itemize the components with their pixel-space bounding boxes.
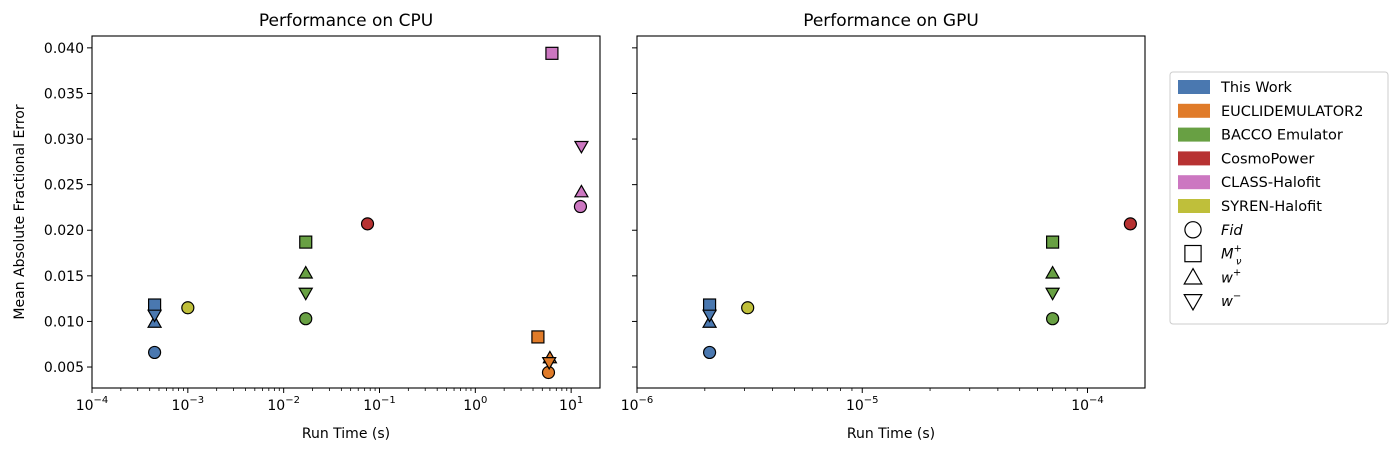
legend-marker-square [1184,244,1202,263]
cpu-x-tick-label: 101 [559,395,583,414]
cpu-y-tick-label: 0.020 [44,223,84,239]
gpu-point-bacco-emulator-triangle-up [1045,265,1061,279]
legend-swatch-bacco-emulator [1178,127,1210,142]
cpu-y-axis-label: Mean Absolute Fractional Error [12,104,28,319]
cpu-point-bacco-emulator-triangle-down [298,287,314,301]
cpu-x-tick-label: 10−4 [76,395,109,414]
gpu-x-tick-label: 10−5 [846,395,879,414]
cpu-axes-frame [91,35,601,389]
legend-marker-label: w− [1221,291,1241,310]
gpu-point-cosmopower-circle [1123,217,1137,231]
cpu-point-class-halofit-circle [573,199,588,214]
legend-marker-triangle-up [1183,267,1203,285]
cpu-y-tick-label: 0.035 [44,86,84,102]
legend-swatch-syren-halofit [1178,199,1210,213]
cpu-point-euclidemulator2-square [531,330,545,344]
cpu-point-this-work-square [147,298,162,312]
gpu-x-tick-label: 10−4 [1071,395,1104,414]
cpu-x-tick-label: 100 [463,395,487,414]
legend-marker-label: Fid [1221,223,1243,239]
cpu-point-syren-halofit-circle [181,301,195,315]
legend-frame [1169,71,1389,325]
gpu-x-tick-label: 10−6 [621,395,654,414]
cpu-point-cosmopower-circle [360,217,375,231]
cpu-point-class-halofit-triangle-down [573,140,589,155]
gpu-point-bacco-emulator-triangle-down [1045,287,1061,301]
gpu-point-this-work-square [702,298,717,312]
legend: This Work EUCLIDEMULATOR2 BACCO Emulator Co… [1169,71,1389,325]
cpu-point-bacco-emulator-circle [299,312,313,326]
legend-swatch-euclidemulator2 [1178,103,1210,118]
cpu-point-euclidemulator2-triangle-down [541,356,557,371]
cpu-x-tick-label: 10−1 [363,395,396,414]
legend-swatch-class-halofit [1178,175,1210,190]
cpu-y-tick-label: 0.010 [44,314,84,330]
gpu-plot-area: 10−6 10−5 10−4 [621,35,1146,414]
gpu-point-this-work-triangle-down [702,309,718,323]
cpu-x-axis-label: Run Time (s) [302,426,390,442]
cpu-x-tick-label: 10−3 [172,395,205,414]
gpu-chart-title: Performance on GPU [803,11,979,31]
legend-label: CosmoPower [1221,151,1314,167]
cpu-point-this-work-triangle-down [147,309,163,323]
legend-swatch-cosmopower [1178,151,1210,166]
legend-marker-circle [1184,221,1202,239]
cpu-chart-title: Performance on CPU [259,11,433,31]
cpu-point-bacco-emulator-triangle-up [298,265,314,279]
gpu-point-bacco-emulator-circle [1046,312,1060,326]
gpu-x-axis-label: Run Time (s) [847,426,935,442]
cpu-y-tick-label: 0.015 [44,269,84,285]
cpu-point-this-work-circle [147,345,162,360]
legend-label: SYREN-Halofit [1221,199,1322,215]
legend-marker-label: w+ [1221,267,1241,286]
gpu-point-syren-halofit-circle [741,301,755,315]
gpu-point-this-work-circle [702,345,717,360]
cpu-point-class-halofit-square [545,46,559,60]
cpu-point-bacco-emulator-square [299,235,313,249]
legend-label: This Work [1220,80,1293,96]
cpu-plot-area: 10−4 10−3 10−2 10−1 100 101 0.005 0.010 0.015 0.0… [44,35,601,414]
legend-label: CLASS-Halofit [1221,175,1321,191]
cpu-x-tick-label: 10−2 [267,395,300,414]
cpu-y-tick-label: 0.005 [44,360,84,376]
legend-marker-triangle-down [1183,294,1203,312]
legend-swatch-this-work [1178,80,1210,94]
cpu-y-tick-label: 0.040 [44,41,84,57]
legend-label: BACCO Emulator [1221,128,1343,144]
cpu-y-tick-label: 0.030 [44,132,84,148]
cpu-y-tick-label: 0.025 [44,178,84,194]
legend-label: EUCLIDEMULATOR2 [1221,104,1363,120]
cpu-point-class-halofit-triangle-up [573,184,589,198]
gpu-point-bacco-emulator-square [1046,235,1060,249]
legend-marker-label: M+ ν [1221,244,1242,268]
gpu-axes-frame [636,35,1146,389]
